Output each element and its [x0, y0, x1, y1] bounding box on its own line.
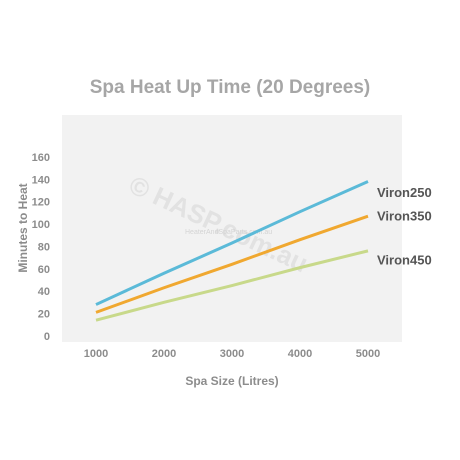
y-tick-label: 120: [32, 197, 50, 209]
y-axis-title: Minutes to Heat: [16, 183, 30, 272]
x-tick-label: 1000: [84, 348, 108, 360]
x-tick-label: 4000: [288, 348, 312, 360]
x-axis-title: Spa Size (Litres): [185, 374, 278, 388]
x-tick-label: 5000: [356, 348, 380, 360]
y-tick-label: 140: [32, 174, 50, 186]
series-line: [95, 214, 369, 314]
chart-title: Spa Heat Up Time (20 Degrees): [90, 77, 371, 98]
series-line: [95, 180, 369, 306]
series-line: [95, 249, 369, 322]
x-tick-label: 2000: [152, 348, 176, 360]
x-tick-label: 3000: [220, 348, 244, 360]
y-tick-label: 80: [38, 241, 50, 253]
series-label: Viron450: [377, 252, 432, 267]
y-tick-label: 60: [38, 264, 50, 276]
y-tick-label: 40: [38, 286, 50, 298]
watermark-small: HeaterAndSpaParts.com.au: [185, 229, 272, 236]
y-tick-label: 160: [32, 152, 50, 164]
y-tick-label: 100: [32, 219, 50, 231]
series-label: Viron250: [377, 185, 432, 200]
y-tick-label: 20: [38, 309, 50, 321]
series-label: Viron350: [377, 209, 432, 224]
y-tick-label: 0: [44, 331, 50, 343]
